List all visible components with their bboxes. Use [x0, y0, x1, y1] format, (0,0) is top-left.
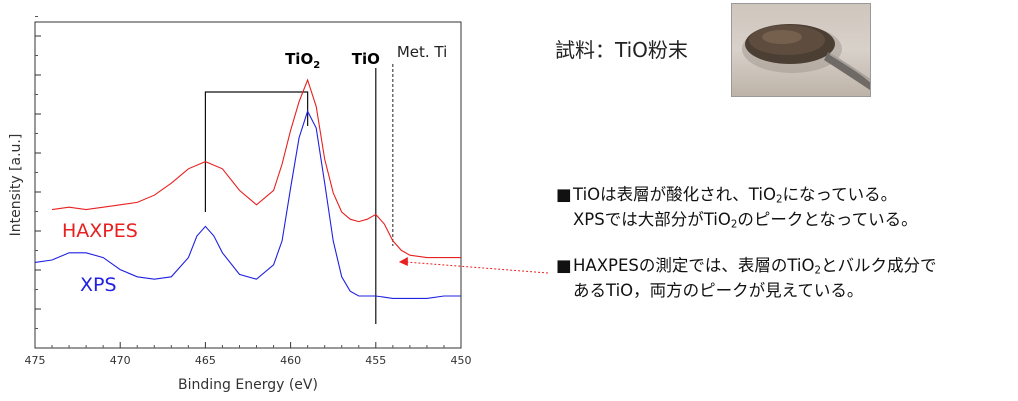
x-tick-label: 450 — [451, 354, 472, 367]
pointer-arrow — [398, 257, 549, 274]
subscript: 2 — [775, 194, 783, 206]
notes-list: ■TiOは表層が酸化され、TiO2になっている。 XPSでは大部分がTiO2のピ… — [556, 182, 1016, 324]
peak-labels: TiO2 TiO Met. Ti — [285, 43, 447, 71]
series-line-xps — [34, 109, 461, 299]
x-tick-label: 455 — [365, 354, 386, 367]
x-axis-ticks: 475 470 465 460 455 450 — [25, 342, 472, 367]
x-tick-label: 470 — [110, 354, 131, 367]
x-tick-label: 475 — [25, 354, 46, 367]
series-group — [34, 78, 461, 299]
subscript: 2 — [730, 219, 738, 231]
peak-label-subscript: 2 — [313, 60, 320, 71]
bullet-square-icon: ■ — [556, 185, 572, 204]
spatula-photo-graphic — [742, 24, 870, 90]
pointer-arrow-line — [405, 261, 549, 274]
note-text: HAXPESの測定では、表層のTiO — [573, 256, 815, 275]
y-axis-title: Intensity [a.u.] — [8, 134, 24, 237]
peak-label: TiO2 — [285, 50, 320, 71]
series-line-haxpes — [51, 78, 461, 259]
sample-label: 試料：TiO粉末 — [555, 38, 688, 62]
series-label: HAXPES — [62, 220, 138, 242]
note-item: ■HAXPESの測定では、表層のTiO2とバルク成分で あるTiO，両方のピーク… — [556, 253, 1016, 303]
note-text: TiOは表層が酸化され、TiO — [573, 185, 776, 204]
series-label: XPS — [80, 274, 117, 296]
note-text: のピークとなっている。 — [737, 210, 918, 229]
x-tick-label: 465 — [195, 354, 216, 367]
y-axis-ticks — [35, 16, 41, 349]
bullet-square-icon: ■ — [556, 256, 572, 275]
plot-area-frame — [34, 21, 462, 349]
note-text: あるTiO，両方のピークが見えている。 — [573, 281, 864, 300]
subscript: 2 — [814, 265, 822, 277]
peak-label: TiO — [352, 50, 380, 68]
series-labels: HAXPES XPS — [62, 220, 138, 296]
tio-powder-spatula-photo — [731, 3, 871, 97]
note-item: ■TiOは表層が酸化され、TiO2になっている。 XPSでは大部分がTiO2のピ… — [556, 182, 1016, 232]
doublet-bracket — [204, 91, 309, 212]
note-text: になっている。 — [782, 185, 898, 204]
x-axis-title: Binding Energy (eV) — [178, 377, 318, 393]
note-text: XPSでは大部分がTiO — [573, 210, 731, 229]
annotation-lines — [204, 64, 394, 324]
pointer-arrow-head — [398, 257, 408, 266]
note-text: とバルク成分で — [821, 256, 937, 275]
x-tick-label: 460 — [280, 354, 301, 367]
peak-label-met-ti: Met. Ti — [397, 43, 447, 61]
